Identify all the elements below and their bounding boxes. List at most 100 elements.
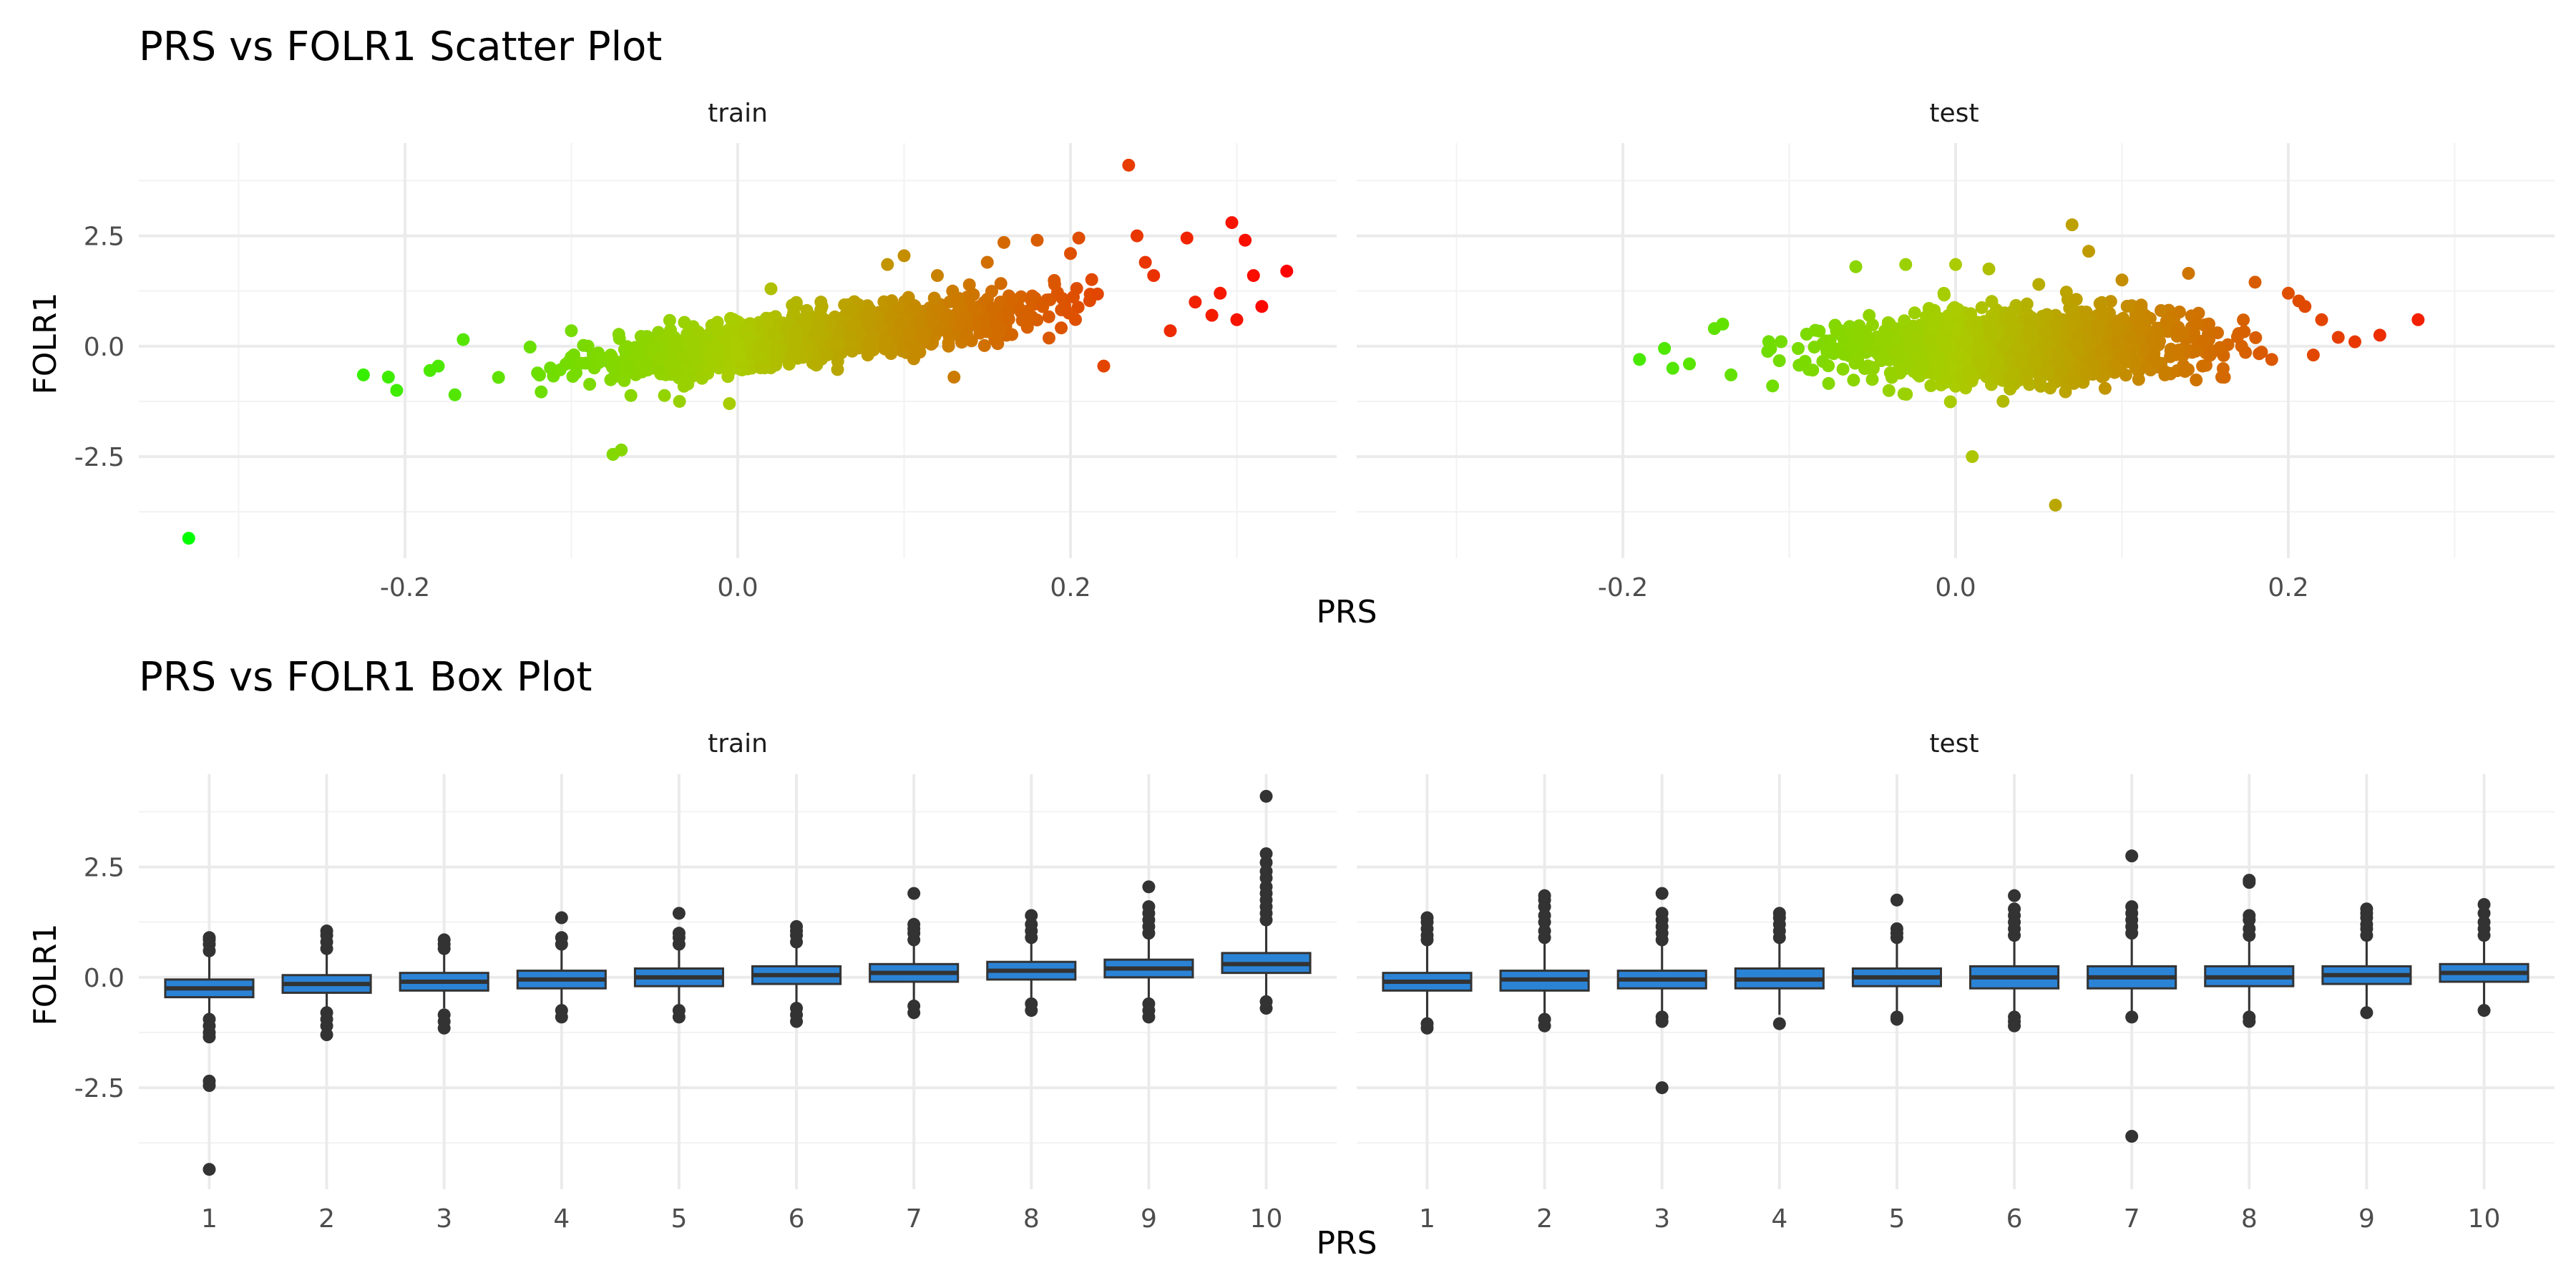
scatter-point (1816, 355, 1830, 368)
scatter-point (861, 338, 874, 352)
box-6 (1969, 889, 2060, 1033)
box-outlier (672, 1010, 686, 1024)
scatter-point (967, 288, 980, 301)
scatter-point (2200, 358, 2212, 372)
box-outlier (1890, 1013, 1903, 1026)
scatter-point (1792, 342, 1805, 355)
scatter-point (1683, 357, 1696, 371)
x-tick-label: 9 (2358, 1204, 2375, 1234)
scatter-point (2197, 334, 2211, 348)
box-outlier (1772, 1017, 1786, 1030)
scatter-point (1043, 331, 1055, 345)
scatter-panel-test: -0.2 0.0 0.2 (1357, 143, 2555, 602)
scatter-point (1005, 328, 1019, 341)
scatter-point (535, 385, 548, 399)
box-outlier (2125, 849, 2139, 863)
scatter-point (2119, 353, 2132, 366)
scatter-point (874, 321, 888, 334)
scatter-point (2081, 332, 2094, 346)
scatter-point (2190, 374, 2203, 386)
scatter-point (927, 291, 941, 305)
scatter-point (1772, 354, 1786, 368)
box-outlier (2477, 907, 2491, 920)
scatter-point (696, 371, 709, 385)
scatter-point (788, 328, 801, 341)
box-outlier (2360, 1006, 2373, 1020)
scatter-point (1893, 346, 1906, 358)
scatter-point (1841, 323, 1855, 337)
scatter-point (2200, 318, 2213, 331)
scatter-point (2331, 331, 2345, 344)
box-outlier (437, 1021, 451, 1035)
box-outlier (1655, 1015, 1669, 1028)
scatter-point (2373, 328, 2386, 342)
scatter-point (814, 296, 828, 309)
box-outlier (320, 1019, 333, 1033)
box-outlier (2008, 1019, 2021, 1033)
scatter-point (1970, 324, 1984, 338)
scatter-point (2108, 359, 2122, 373)
scatter-point (2054, 364, 2067, 378)
box-10 (1221, 789, 1312, 1015)
scatter-point (651, 362, 665, 375)
scatter-point (2112, 335, 2125, 348)
scatter-point (1225, 216, 1239, 230)
box-outlier (1025, 917, 1038, 931)
scatter-point (2115, 273, 2129, 287)
scatter-point (1982, 262, 1996, 275)
scatter-point (2065, 218, 2079, 232)
scatter-point (2215, 371, 2228, 384)
scatter-point (182, 532, 195, 545)
scatter-point (1943, 318, 1956, 332)
scatter-point (431, 359, 445, 373)
scatter-point (2063, 301, 2077, 315)
scatter-point (1766, 379, 1780, 393)
scatter-point (1806, 364, 1820, 377)
scatter-point (2237, 313, 2250, 327)
box-8 (2204, 874, 2295, 1028)
box-outlier (2125, 1010, 2139, 1024)
scatter-point (1925, 339, 1938, 353)
scatter-point (1937, 360, 1951, 374)
box-6 (751, 919, 842, 1028)
scatter-point (2019, 356, 2032, 370)
scatter-panel-train: -0.2 0.0 0.2 (139, 143, 1337, 602)
scatter-point (831, 354, 844, 368)
scatter-point (1888, 322, 1902, 335)
box-outlier (203, 1079, 216, 1092)
scatter-point (809, 327, 822, 341)
scatter-point (2306, 348, 2320, 362)
box-4 (516, 911, 607, 1024)
scatter-point (2098, 381, 2112, 395)
scatter-point (565, 351, 578, 364)
scatter-point (1030, 233, 1044, 247)
box-1 (164, 931, 255, 1176)
scatter-point (2348, 335, 2361, 348)
scatter-point (2248, 275, 2262, 289)
box-4 (1734, 907, 1825, 1030)
box-y-ticks: -2.5 0.0 2.5 (74, 854, 125, 1104)
scatter-point (1761, 345, 1775, 358)
scatter-point (664, 323, 677, 337)
scatter-point (1996, 340, 2010, 353)
scatter-point (2110, 321, 2124, 334)
x-tick-label: -0.2 (1598, 573, 1648, 602)
scatter-point (1006, 293, 1020, 306)
box-10 (2439, 898, 2529, 1018)
box-outlier (1259, 847, 1273, 861)
scatter-point (2049, 498, 2062, 512)
scatter-point (969, 304, 982, 318)
scatter-point (2249, 331, 2263, 344)
box-3 (1616, 887, 1707, 1095)
x-tick-label: -0.2 (380, 573, 430, 602)
box-panel-train-label: train (708, 729, 768, 758)
box-outlier (555, 911, 568, 924)
scatter-point (678, 316, 691, 329)
scatter-point (879, 333, 892, 346)
scatter-point (2011, 341, 2025, 354)
scatter-point (2117, 311, 2130, 325)
scatter-point (2051, 354, 2064, 368)
box-outlier (672, 907, 686, 920)
x-tick-label: 5 (670, 1204, 687, 1234)
box-outlier (203, 1163, 216, 1176)
